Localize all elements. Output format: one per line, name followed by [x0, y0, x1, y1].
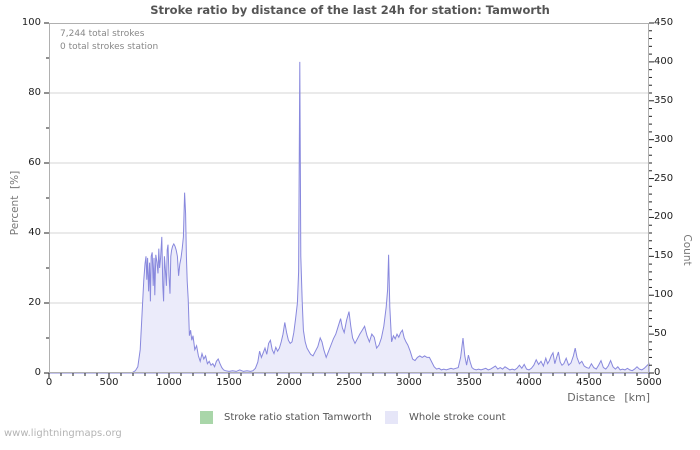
y-axis-left-title: Percent [%]	[9, 170, 21, 236]
x-tick-label: 4500	[576, 377, 602, 388]
x-tick-label: 0	[45, 377, 53, 388]
x-tick-label: 4000	[516, 377, 542, 388]
y-right-tick-label: 50	[654, 328, 667, 340]
x-tick-label: 1000	[156, 377, 182, 388]
y-right-tick-label: 150	[654, 250, 674, 262]
x-tick-label: 1500	[216, 377, 242, 388]
legend-swatch-green	[200, 411, 213, 424]
plot-area	[44, 22, 654, 378]
whole-stroke-count-area	[49, 61, 650, 374]
y-left-tick-label: 0	[34, 367, 41, 378]
y-left-tick-label: 100	[21, 17, 41, 28]
station-strokes-line: 0 total strokes station	[60, 42, 159, 52]
y-axis-right-title: Count	[681, 234, 693, 266]
y-right-tick-label: 100	[654, 289, 674, 301]
legend: Stroke ratio station Tamworth Whole stro…	[0, 411, 700, 425]
total-strokes-line: 7,244 total strokes	[60, 29, 145, 39]
y-right-tick-label: 450	[654, 17, 674, 28]
y-left-tick-label: 20	[28, 297, 41, 308]
watermark: www.lightningmaps.org	[4, 428, 122, 439]
y-right-tick-label: 400	[654, 55, 674, 67]
legend-item-stroke-count: Whole stroke count	[385, 411, 506, 424]
chart-title: Stroke ratio by distance of the last 24h…	[150, 3, 550, 17]
x-tick-label: 3000	[396, 377, 422, 388]
y-right-tick-label: 250	[654, 172, 674, 184]
x-tick-label: 2500	[336, 377, 362, 388]
legend-item-stroke-ratio: Stroke ratio station Tamworth	[200, 411, 372, 424]
y-left-tick-label: 80	[28, 87, 41, 98]
y-left-tick-label: 60	[28, 157, 41, 168]
y-right-tick-label: 350	[654, 94, 674, 106]
plot-border	[49, 23, 649, 373]
legend-label: Stroke ratio station Tamworth	[224, 412, 372, 423]
y-left-tick-label: 40	[28, 227, 41, 238]
x-axis-title: Distance [km]	[567, 391, 650, 404]
x-tick-label: 3500	[456, 377, 482, 388]
y-right-tick-label: 0	[654, 367, 661, 378]
x-tick-label: 5000	[636, 377, 662, 388]
x-tick-label: 500	[99, 377, 119, 388]
legend-swatch-lavender	[385, 411, 398, 424]
x-tick-label: 2000	[276, 377, 302, 388]
total-strokes-annotation: 7,244 total strokes 0 total strokes stat…	[60, 28, 158, 54]
legend-label: Whole stroke count	[409, 412, 506, 423]
y-right-tick-label: 200	[654, 211, 674, 223]
y-right-tick-label: 300	[654, 133, 674, 145]
